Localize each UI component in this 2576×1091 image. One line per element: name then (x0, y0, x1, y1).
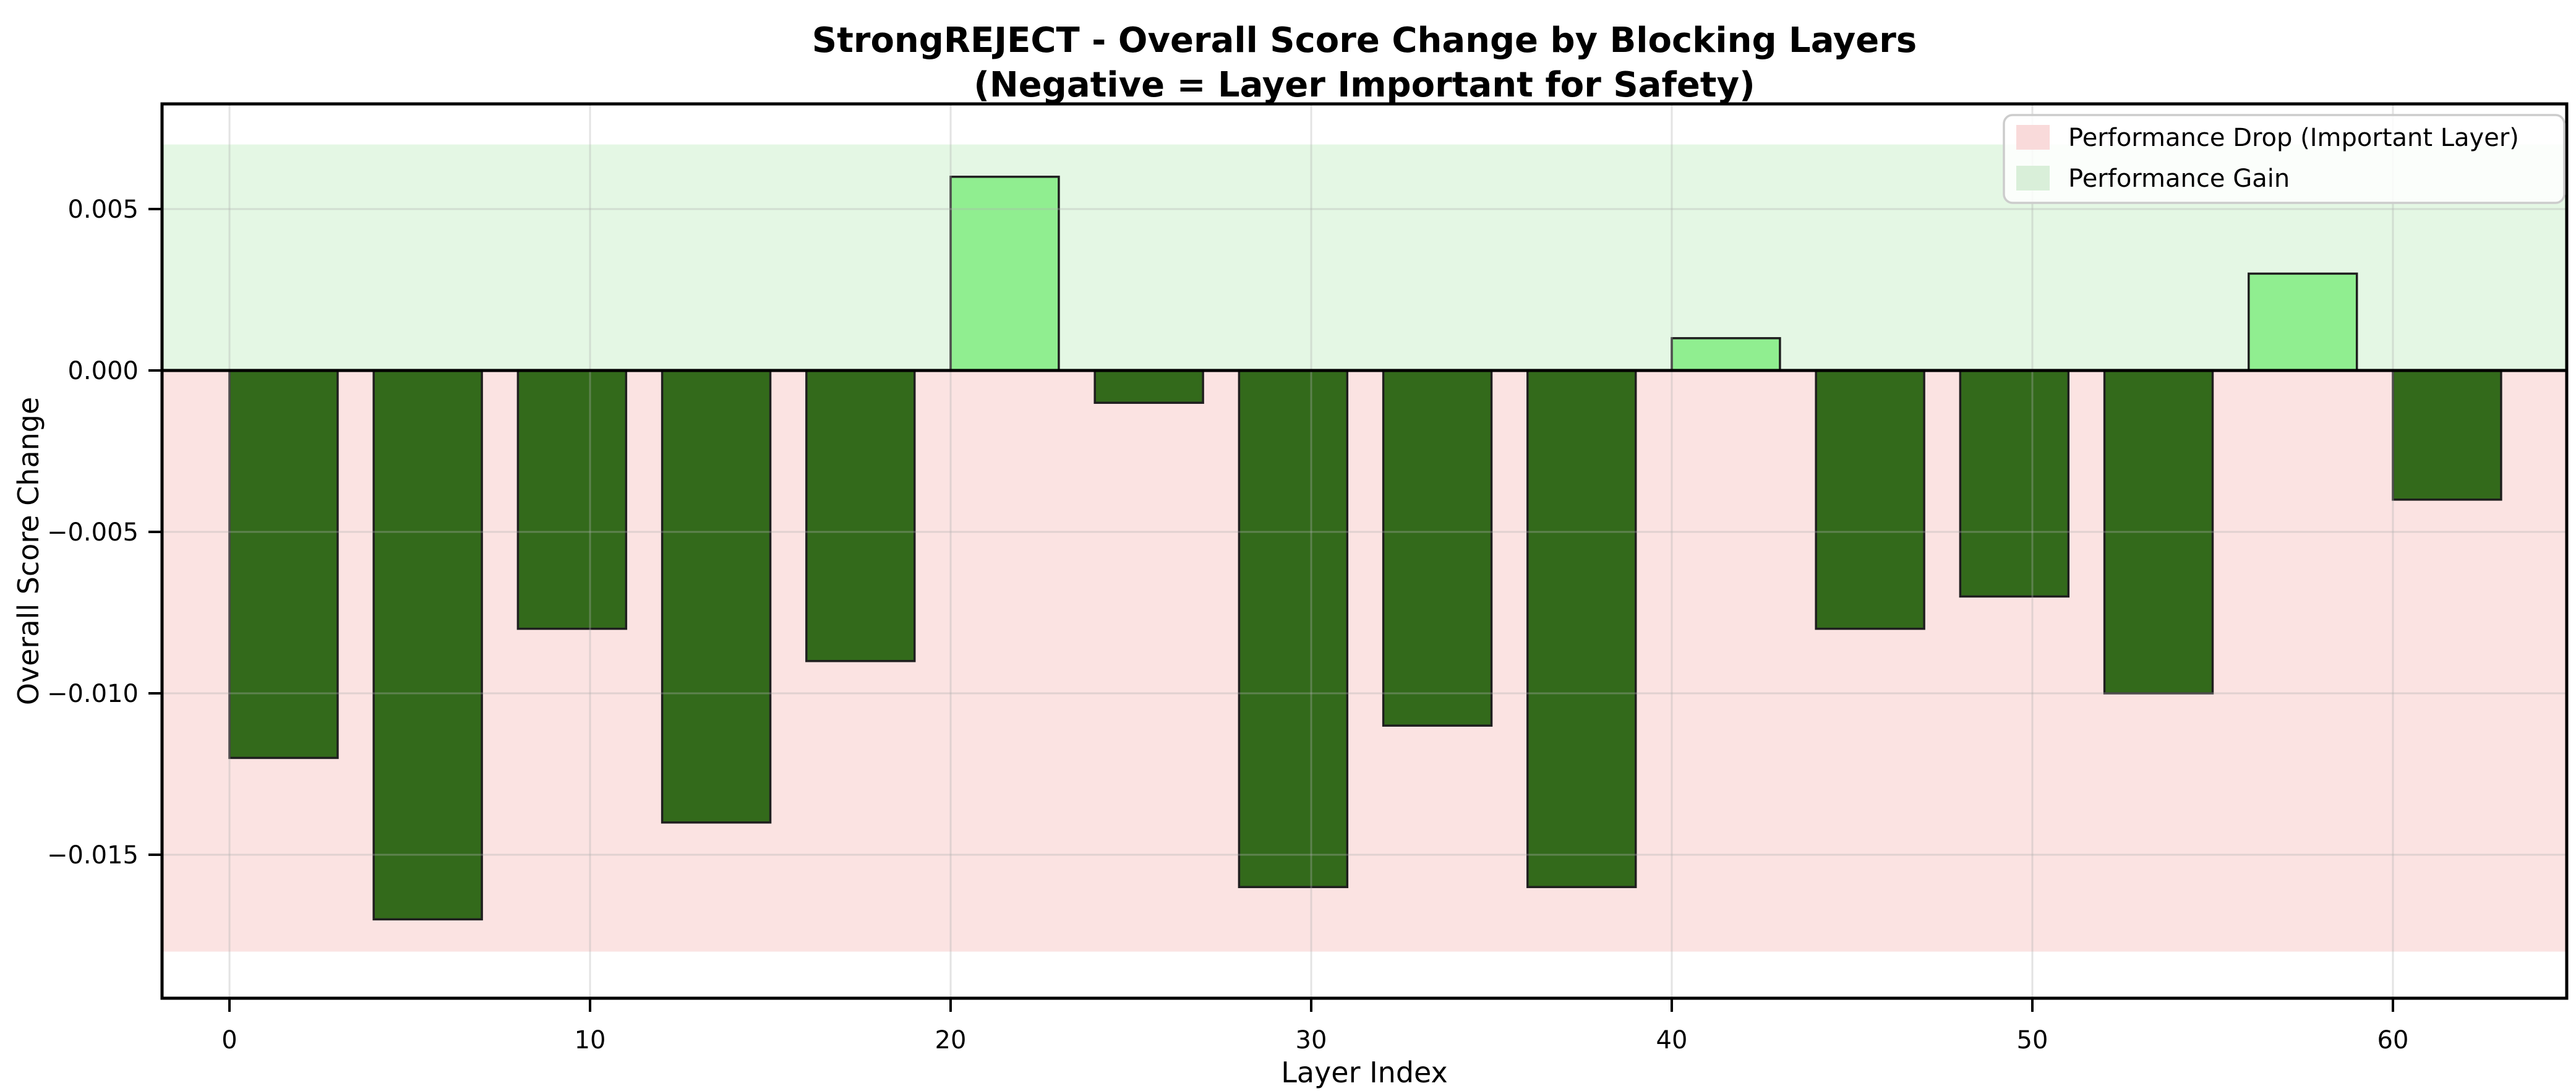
y-tick-label: −0.010 (47, 680, 139, 708)
bar-layer-group-7 (1238, 369, 1349, 888)
bar-layer-group-10 (1671, 337, 1781, 372)
plot-area: 0 10 20 30 40 50 60 0.005 0.000 −0.005 −0.010 −0.01… (47, 102, 2569, 1055)
labels-layer: StrongREJECT - Overall Score Change by B… (12, 20, 2565, 1089)
y-tick-label: −0.015 (47, 841, 139, 870)
bar-layer-group-4 (805, 369, 916, 662)
bar-layer-group-0 (228, 369, 339, 759)
x-tick-label: 20 (935, 1026, 967, 1055)
bar-layer-group-3 (661, 369, 772, 824)
bar-layer-group-2 (516, 369, 628, 630)
legend-swatch-gain-icon (2016, 166, 2050, 190)
bar-layer-group-1 (372, 369, 483, 921)
y-tick-label: −0.005 (47, 518, 139, 547)
bar-layer-group-14 (2248, 272, 2358, 372)
bar-layer-group-13 (2103, 369, 2214, 695)
legend-swatch-drop-icon (2016, 125, 2050, 150)
chart-title-line2: (Negative = Layer Important for Safety) (973, 65, 1755, 105)
y-tick-label: 0.000 (67, 357, 139, 385)
bar-layer-group-15 (2392, 369, 2502, 501)
bar-layer-group-11 (1815, 369, 1925, 630)
x-tick-label: 60 (2377, 1026, 2409, 1055)
x-tick-label: 40 (1656, 1026, 1688, 1055)
x-tick-label: 50 (2017, 1026, 2048, 1055)
legend: Performance Drop (Important Layer) Perfo… (2003, 114, 2565, 204)
x-tick-label: 30 (1296, 1026, 1327, 1055)
bar-layer-group-9 (1526, 369, 1637, 888)
bar-layer-group-8 (1382, 369, 1493, 727)
x-tick-label: 10 (575, 1026, 606, 1055)
legend-box (2003, 114, 2565, 204)
x-tick-label: 0 (221, 1026, 237, 1055)
chart-title-line1: StrongREJECT - Overall Score Change by B… (812, 20, 1917, 61)
x-axis-label: Layer Index (1281, 1056, 1448, 1089)
bar-layer-group-12 (1959, 369, 2070, 598)
y-tick-label: 0.005 (67, 195, 139, 224)
bar-layer-group-5 (949, 176, 1060, 372)
legend-label-gain: Performance Gain (2068, 165, 2290, 193)
plot-border (160, 102, 2569, 1000)
legend-label-drop: Performance Drop (Important Layer) (2068, 124, 2519, 152)
y-axis-label: Overall Score Change (12, 397, 45, 706)
bar-layer-group-6 (1093, 369, 1204, 404)
